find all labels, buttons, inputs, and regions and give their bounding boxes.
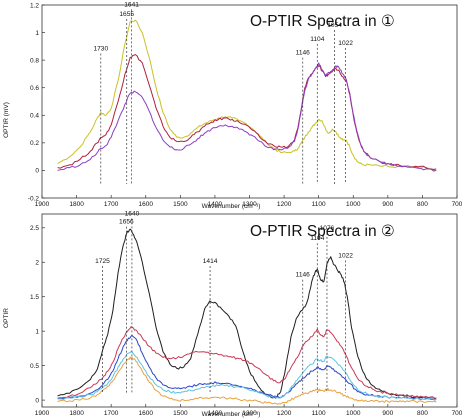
panel-title-bottom: O-PTIR Spectra in ② [250,223,395,240]
x-tick-label: 1600 [139,201,154,208]
peak-label: 1146 [296,272,311,279]
y-tick-label: 0.6 [30,85,39,92]
y-tick-label: 0 [35,168,39,175]
x-tick-label: 1000 [346,410,361,417]
y-tick-label: 1.2 [30,2,39,9]
series-line-2 [57,54,437,170]
peak-label: 1414 [203,258,218,265]
x-tick-label: 1800 [69,201,84,208]
x-tick-label: 1900 [35,201,50,208]
panel-bottom: O-PTIR Spectra in ② OPTIR Wavenumber (cm… [3,210,462,418]
x-tick-label: 1400 [208,410,223,417]
peak-label: 1641 [124,1,139,8]
peak-label: 1146 [296,50,311,57]
y-tick-label: 1 [35,328,39,335]
peak-label: 1054 [327,22,342,29]
y-tick-label: -0.2 [28,195,40,202]
peak-label: 1640 [125,210,140,217]
peak-label: 1022 [338,40,353,47]
x-tick-label: 1200 [277,201,292,208]
series-line-3 [57,62,437,172]
series-line-2 [57,326,437,399]
peak-label: 1656 [119,219,134,226]
x-tick-label: 1000 [346,201,361,208]
series-line-1 [57,228,437,400]
x-tick-label: 800 [417,201,428,208]
y-tick-label: 2.5 [30,225,39,232]
y-axis-label-top: OPTIR (mV) [3,102,10,138]
x-tick-label: 1800 [69,410,84,417]
peak-label: 1022 [338,252,353,259]
x-tick-label: 900 [382,201,393,208]
x-axis-label-top: Wavenumber (cm⁻¹) [202,203,261,210]
x-tick-label: 1100 [312,410,326,417]
y-tick-label: 2 [35,260,39,267]
plot-frame [41,4,458,199]
x-tick-label: 1600 [139,410,154,417]
x-tick-label: 1200 [277,410,292,417]
x-tick-label: 800 [417,410,428,417]
x-tick-label: 700 [452,410,462,417]
peak-label: 1655 [119,11,134,18]
y-tick-label: 1.5 [30,294,39,301]
peak-label: 1076 [320,225,335,232]
plot-frame [41,213,458,408]
panel-title-top: O-PTIR Spectra in ① [250,13,395,30]
y-axis-label-bottom: OPTIR [3,308,10,328]
series-line-3 [57,334,437,401]
x-tick-label: 900 [382,410,393,417]
panel-top: O-PTIR Spectra in ① OPTIR (mV) Wavenumbe… [3,1,462,210]
series-line-4 [57,351,437,401]
x-tick-label: 1700 [104,201,119,208]
y-tick-label: 0.2 [30,140,39,147]
y-tick-label: 0.5 [30,363,39,370]
x-axis-label-bottom: Wavenumber (cm⁻¹) [202,411,261,418]
y-tick-label: 0 [35,397,39,404]
x-tick-label: 1900 [35,410,50,417]
y-tick-label: 1 [35,30,39,37]
x-tick-label: 1400 [208,201,223,208]
peak-label: 1104 [310,235,325,242]
peak-label: 1104 [310,36,325,43]
series-line-5 [57,356,437,405]
x-tick-label: 1300 [242,201,257,208]
y-tick-label: 0.4 [30,113,39,120]
peak-label: 1725 [95,258,110,265]
x-tick-label: 1500 [173,410,188,417]
x-tick-label: 1300 [242,410,257,417]
peak-label: 1730 [93,45,108,52]
series-line-1 [57,19,437,171]
x-tick-label: 1500 [173,201,188,208]
x-tick-label: 1100 [312,201,326,208]
y-tick-label: 0.8 [30,57,39,64]
x-tick-label: 1700 [104,410,119,417]
x-tick-label: 700 [452,201,462,208]
